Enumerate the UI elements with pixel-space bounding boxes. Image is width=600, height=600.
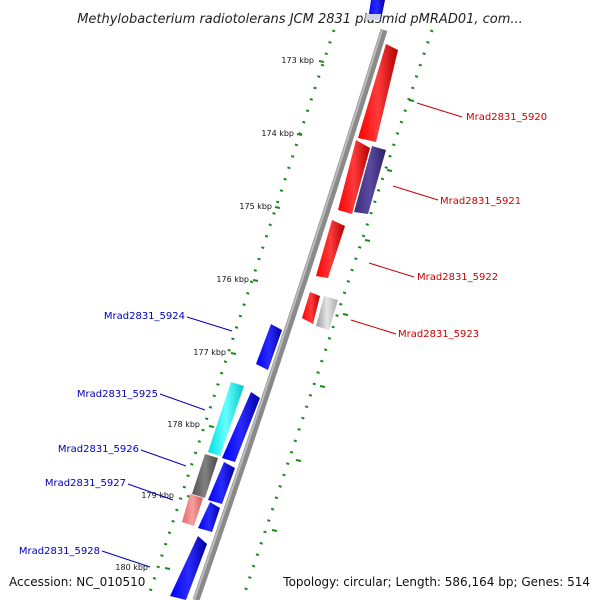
gene-label-5927[interactable]: Mrad2831_5927 (45, 478, 126, 489)
genome-summary-text: Topology: circular; Length: 586,164 bp; … (282, 575, 590, 589)
gene-label-5926[interactable]: Mrad2831_5926 (58, 444, 139, 455)
ruler-right (243, 29, 434, 593)
gene-feature-5924[interactable] (256, 324, 282, 370)
gene-label-5924[interactable]: Mrad2831_5924 (104, 311, 185, 322)
gene-feature-5925b[interactable] (222, 392, 260, 462)
gene-feature-5927b[interactable] (198, 502, 220, 532)
genome-backbone-highlight (193, 29, 383, 600)
gene-label-5922[interactable]: Mrad2831_5922 (417, 272, 498, 283)
ruler-tick-labels: 173 kbp 174 kbp 175 kbp 176 kbp 177 kbp … (115, 56, 314, 572)
ruler-left (148, 29, 336, 593)
gene-feature-5921[interactable] (338, 140, 370, 214)
tick-label: 177 kbp (193, 348, 226, 357)
ruler-ticks (164, 60, 415, 570)
gene-feature-5928[interactable] (170, 536, 207, 600)
gene-feature-5920[interactable] (358, 44, 398, 142)
tick-label: 176 kbp (216, 275, 249, 284)
tick-label: 180 kbp (115, 563, 148, 572)
gene-label-5928[interactable]: Mrad2831_5928 (19, 546, 100, 557)
tick-label: 175 kbp (239, 202, 272, 211)
gene-feature-5922[interactable] (316, 220, 345, 278)
tick-label: 173 kbp (281, 56, 314, 65)
gene-feature-5927[interactable] (182, 494, 203, 526)
tick-label: 178 kbp (167, 420, 200, 429)
map-title: Methylobacterium radiotolerans JCM 2831 … (77, 12, 523, 27)
feature-top-partial-gray (365, 14, 381, 20)
gene-feature-5921b[interactable] (354, 146, 386, 214)
gene-feature-5923[interactable] (302, 292, 320, 324)
gene-feature-5925[interactable] (208, 382, 244, 456)
genome-backbone[interactable] (192, 28, 388, 600)
tick-label: 179 kbp (141, 491, 174, 500)
gene-feature-5923b[interactable] (316, 296, 338, 330)
gene-label-5923[interactable]: Mrad2831_5923 (398, 329, 479, 340)
gene-label-5920[interactable]: Mrad2831_5920 (466, 112, 547, 123)
label-leaders (101, 102, 463, 568)
gene-label-5925[interactable]: Mrad2831_5925 (77, 389, 158, 400)
gene-feature-5926b[interactable] (208, 462, 235, 504)
gene-label-5921[interactable]: Mrad2831_5921 (440, 196, 521, 207)
gene-feature-5926[interactable] (192, 454, 218, 498)
accession-text: Accession: NC_010510 (9, 575, 145, 589)
tick-label: 174 kbp (261, 129, 294, 138)
